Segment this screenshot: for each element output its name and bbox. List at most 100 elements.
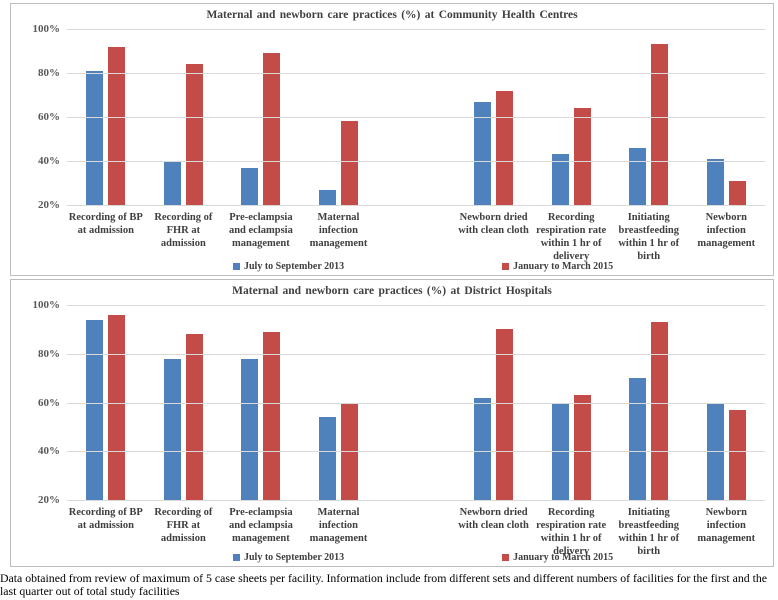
- bar: [651, 44, 669, 205]
- legend-item-2013: July to September 2013: [233, 552, 344, 563]
- category-group: [222, 305, 300, 500]
- bar: [629, 378, 647, 500]
- y-axis-tick-label: 40%: [38, 445, 60, 458]
- bar: [629, 147, 647, 205]
- bar: [263, 53, 281, 205]
- bar: [496, 90, 514, 205]
- bar: [474, 397, 492, 500]
- category-group: [300, 305, 378, 500]
- y-axis-tick-label: 60%: [38, 111, 60, 123]
- legend-swatch-red: [502, 554, 510, 561]
- category-group: [455, 29, 533, 205]
- category-label: Recording of FHR at admission: [154, 212, 213, 250]
- legend-item-2015: January to March 2015: [502, 261, 613, 272]
- bar: [185, 64, 203, 205]
- bar: [86, 319, 104, 500]
- category-label: Maternal infection management: [309, 507, 368, 545]
- legend: July to September 2013 January to March …: [11, 261, 773, 272]
- bar: [263, 331, 281, 500]
- bar: [728, 180, 746, 205]
- category-label: Initiating breastfeeding within 1 hr of …: [618, 212, 680, 263]
- chart-community-health-centres: Maternal and newborn care practices (%) …: [10, 3, 774, 276]
- bar: [340, 121, 358, 205]
- category-label: Newborn infection management: [697, 212, 756, 250]
- legend-label-2015: January to March 2015: [513, 552, 614, 563]
- bar: [108, 314, 126, 500]
- y-axis-tick-label: 80%: [38, 347, 60, 360]
- bar: [241, 167, 259, 205]
- gridline: [67, 161, 765, 162]
- category-label: Initiating breastfeeding within 1 hr of …: [618, 507, 680, 558]
- y-axis-tick-label: 40%: [38, 155, 60, 167]
- bar: [496, 329, 514, 500]
- bar: [241, 358, 259, 500]
- group-spacer: [377, 211, 455, 264]
- category-label: Recording of BP at admission: [68, 507, 143, 532]
- category-group: [300, 29, 378, 205]
- bars-container: [67, 305, 765, 500]
- legend-label-2013: July to September 2013: [244, 261, 345, 272]
- legend-swatch-red: [502, 263, 510, 270]
- category-label: Recording of BP at admission: [68, 212, 143, 237]
- legend-label-2015: January to March 2015: [513, 261, 614, 272]
- bar: [573, 395, 591, 500]
- chart-district-hospitals: Maternal and newborn care practices (%) …: [10, 279, 774, 567]
- gridline: [67, 29, 765, 30]
- category-label: Recording of FHR at admission: [154, 507, 213, 545]
- bar: [706, 158, 724, 205]
- category-label: Pre-eclampsia and eclampsia management: [228, 212, 293, 250]
- category-group: [67, 305, 145, 500]
- gridline: [67, 305, 765, 306]
- gridline: [67, 117, 765, 118]
- bar: [108, 46, 126, 205]
- figure-caption: Data obtained from review of maximum of …: [0, 571, 767, 599]
- gridline: [67, 205, 765, 206]
- legend-label-2013: July to September 2013: [244, 552, 345, 563]
- bars-container: [67, 29, 765, 205]
- gridline: [67, 353, 765, 355]
- bar: [185, 334, 203, 500]
- category-group: [688, 305, 766, 500]
- category-labels: Recording of BP at admission Recording of…: [67, 211, 765, 264]
- gridline: [67, 402, 765, 404]
- category-label: Newborn infection management: [697, 507, 756, 545]
- category-group: [688, 29, 766, 205]
- y-axis-tick-label: 60%: [38, 396, 60, 409]
- bar: [474, 101, 492, 205]
- category-group: [610, 29, 688, 205]
- plot-area: 100% 80% 60% 40% 20%: [33, 23, 765, 211]
- legend-item-2015: January to March 2015: [502, 552, 613, 563]
- bar: [318, 417, 336, 500]
- chart-title: Maternal and newborn care practices (%) …: [206, 9, 578, 21]
- gridline: [67, 451, 765, 453]
- chart-title: Maternal and newborn care practices (%) …: [232, 285, 552, 297]
- category-label: Newborn dried with clean cloth: [458, 507, 529, 532]
- y-axis-tick-label: 20%: [38, 494, 60, 506]
- bar: [573, 108, 591, 205]
- group-spacer: [377, 506, 455, 559]
- category-label: Recording respiration rate within 1 hr o…: [536, 212, 607, 263]
- category-label: Maternal infection management: [309, 212, 368, 250]
- category-label: Recording respiration rate within 1 hr o…: [536, 507, 607, 558]
- bar: [86, 70, 104, 205]
- legend-swatch-blue: [233, 554, 240, 561]
- bar: [163, 161, 181, 205]
- category-group: [145, 29, 223, 205]
- gridline: [67, 73, 765, 74]
- bar: [163, 358, 181, 500]
- y-axis-tick-label: 80%: [38, 67, 60, 79]
- legend-swatch-blue: [233, 263, 240, 270]
- category-group: [145, 305, 223, 500]
- category-group: [610, 305, 688, 500]
- legend-item-2013: July to September 2013: [233, 261, 344, 272]
- y-axis-tick-label: 100%: [32, 23, 61, 35]
- y-axis-tick-label: 20%: [38, 199, 60, 211]
- category-group: [455, 305, 533, 500]
- category-group: [222, 29, 300, 205]
- category-label: Pre-eclampsia and eclampsia management: [228, 507, 293, 545]
- category-group: [532, 29, 610, 205]
- y-axis-tick-label: 100%: [32, 299, 61, 311]
- bar: [551, 154, 569, 205]
- legend: July to September 2013 January to March …: [11, 552, 773, 563]
- category-labels: Recording of BP at admission Recording of…: [67, 506, 765, 559]
